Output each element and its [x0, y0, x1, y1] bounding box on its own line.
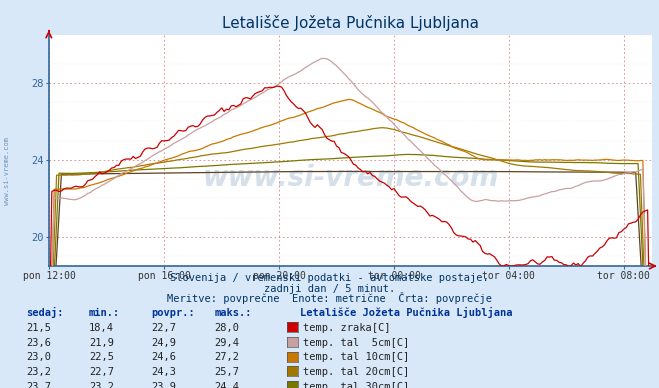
Text: 23,2: 23,2 [26, 367, 51, 377]
Text: 23,2: 23,2 [89, 382, 114, 388]
Text: temp. tal 20cm[C]: temp. tal 20cm[C] [303, 367, 409, 377]
Text: Slovenija / vremenski podatki - avtomatske postaje.: Slovenija / vremenski podatki - avtomats… [170, 273, 489, 283]
Text: 23,6: 23,6 [26, 338, 51, 348]
Text: 22,7: 22,7 [152, 323, 177, 333]
Text: Letališče Jožeta Pučnika Ljubljana: Letališče Jožeta Pučnika Ljubljana [300, 307, 512, 318]
Text: 24,6: 24,6 [152, 352, 177, 362]
Text: www.si-vreme.com: www.si-vreme.com [3, 137, 10, 205]
Text: sedaj:: sedaj: [26, 307, 64, 318]
Text: 23,0: 23,0 [26, 352, 51, 362]
Text: 21,9: 21,9 [89, 338, 114, 348]
Text: temp. tal 10cm[C]: temp. tal 10cm[C] [303, 352, 409, 362]
Text: Meritve: povprečne  Enote: metrične  Črta: povprečje: Meritve: povprečne Enote: metrične Črta:… [167, 292, 492, 304]
Text: temp. tal  5cm[C]: temp. tal 5cm[C] [303, 338, 409, 348]
Text: 21,5: 21,5 [26, 323, 51, 333]
Title: Letališče Jožeta Pučnika Ljubljana: Letališče Jožeta Pučnika Ljubljana [223, 15, 479, 31]
Text: 24,3: 24,3 [152, 367, 177, 377]
Text: 29,4: 29,4 [214, 338, 239, 348]
Text: maks.:: maks.: [214, 308, 252, 318]
Text: temp. zraka[C]: temp. zraka[C] [303, 323, 391, 333]
Text: zadnji dan / 5 minut.: zadnji dan / 5 minut. [264, 284, 395, 294]
Text: 24,4: 24,4 [214, 382, 239, 388]
Text: 22,7: 22,7 [89, 367, 114, 377]
Text: 27,2: 27,2 [214, 352, 239, 362]
Text: 28,0: 28,0 [214, 323, 239, 333]
Text: temp. tal 30cm[C]: temp. tal 30cm[C] [303, 382, 409, 388]
Text: 18,4: 18,4 [89, 323, 114, 333]
Text: min.:: min.: [89, 308, 120, 318]
Text: 23,9: 23,9 [152, 382, 177, 388]
Text: 25,7: 25,7 [214, 367, 239, 377]
Text: povpr.:: povpr.: [152, 308, 195, 318]
Text: 24,9: 24,9 [152, 338, 177, 348]
Text: www.si-vreme.com: www.si-vreme.com [203, 164, 499, 192]
Text: 23,7: 23,7 [26, 382, 51, 388]
Text: 22,5: 22,5 [89, 352, 114, 362]
